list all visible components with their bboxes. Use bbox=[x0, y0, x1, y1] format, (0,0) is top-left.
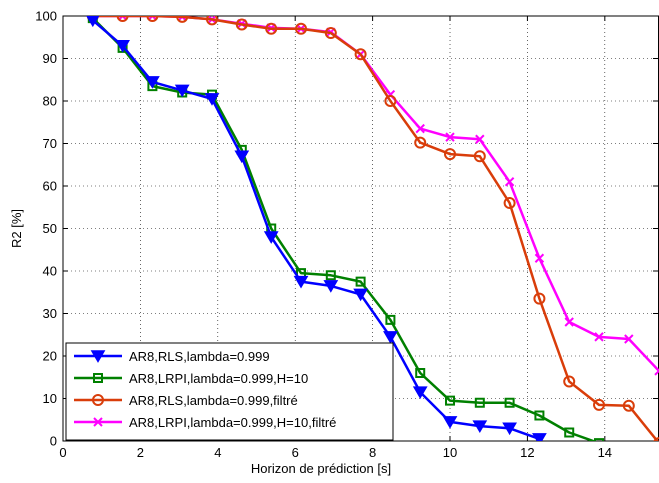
data-point bbox=[147, 16, 158, 21]
data-point bbox=[116, 16, 129, 22]
data-point bbox=[206, 16, 218, 26]
data-point bbox=[622, 399, 635, 412]
data-point bbox=[204, 93, 220, 106]
y-tick-label: 50 bbox=[43, 221, 57, 236]
legend-label: AR8,LRPI,lambda=0.999,H=10 bbox=[129, 371, 308, 386]
data-point bbox=[146, 16, 159, 22]
legend-marker bbox=[92, 394, 104, 406]
x-axis-label: Horizon de prédiction [s] bbox=[251, 461, 391, 476]
x-tick-label: 8 bbox=[369, 445, 376, 460]
data-point bbox=[563, 375, 576, 388]
data-point bbox=[412, 386, 428, 399]
data-point bbox=[355, 276, 366, 287]
data-point bbox=[624, 334, 634, 344]
x-tick-label: 6 bbox=[292, 445, 299, 460]
data-point bbox=[444, 148, 457, 161]
data-point bbox=[474, 397, 485, 408]
data-point bbox=[472, 420, 488, 433]
data-point bbox=[234, 150, 250, 164]
data-point bbox=[533, 292, 546, 305]
legend-marker bbox=[90, 350, 106, 363]
legend-item: AR8,RLS,lambda=0.999,filtré bbox=[74, 393, 298, 408]
data-point bbox=[354, 48, 367, 61]
x-tick-label: 12 bbox=[520, 445, 534, 460]
data-point bbox=[293, 275, 309, 289]
legend-item: AR8,LRPI,lambda=0.999,H=10,filtré bbox=[74, 415, 336, 430]
data-point bbox=[442, 416, 458, 429]
data-point bbox=[654, 366, 659, 376]
legend-item: AR8,RLS,lambda=0.999 bbox=[74, 349, 270, 364]
y-tick-label: 90 bbox=[43, 51, 57, 66]
data-point bbox=[594, 438, 605, 441]
data-point bbox=[263, 231, 279, 244]
data-point bbox=[475, 134, 485, 144]
data-point bbox=[117, 16, 128, 21]
y-tick-label: 100 bbox=[35, 9, 57, 24]
data-point bbox=[383, 331, 398, 344]
legend-label: AR8,LRPI,lambda=0.999,H=10,filtré bbox=[129, 415, 336, 430]
legend-box bbox=[65, 342, 394, 441]
legend-item: AR8,LRPI,lambda=0.999,H=10 bbox=[74, 371, 308, 386]
data-point bbox=[324, 27, 337, 39]
data-point bbox=[593, 398, 606, 411]
data-point bbox=[415, 123, 425, 134]
series-line bbox=[91, 19, 540, 441]
legend-marker bbox=[93, 373, 103, 383]
y-tick-label: 40 bbox=[43, 264, 57, 279]
data-point bbox=[473, 150, 486, 163]
data-point bbox=[384, 95, 397, 107]
legend-label: AR8,RLS,lambda=0.999 bbox=[129, 349, 270, 364]
legend-label: AR8,RLS,lambda=0.999,filtré bbox=[129, 393, 298, 408]
data-point bbox=[265, 22, 278, 35]
data-point bbox=[415, 368, 426, 378]
x-tick-label: 14 bbox=[598, 445, 612, 460]
x-tick-label: 4 bbox=[214, 445, 221, 460]
x-tick-label: 0 bbox=[59, 445, 66, 460]
data-point bbox=[145, 76, 160, 89]
data-point bbox=[176, 16, 189, 23]
data-point bbox=[414, 136, 427, 149]
y-tick-label: 30 bbox=[43, 306, 57, 321]
data-point bbox=[532, 433, 547, 441]
data-point bbox=[502, 422, 517, 436]
data-point bbox=[504, 397, 515, 408]
data-point bbox=[174, 84, 190, 98]
data-point bbox=[564, 427, 575, 438]
data-point bbox=[323, 280, 339, 293]
data-point bbox=[445, 132, 455, 142]
y-tick-label: 60 bbox=[43, 179, 57, 194]
y-tick-label: 20 bbox=[43, 349, 57, 364]
y-axis-label: R2 [%] bbox=[9, 209, 24, 248]
series-group bbox=[86, 16, 659, 441]
data-point bbox=[594, 332, 604, 342]
legend: AR8,RLS,lambda=0.999 AR8,LRPI,lambda=0.99… bbox=[65, 342, 394, 441]
data-point bbox=[353, 288, 368, 302]
legend-marker bbox=[93, 417, 103, 427]
data-point bbox=[115, 40, 130, 53]
y-tick-label: 80 bbox=[43, 94, 57, 109]
data-point bbox=[504, 177, 515, 187]
data-point bbox=[503, 197, 516, 209]
data-point bbox=[445, 395, 456, 406]
y-tick-label: 10 bbox=[43, 391, 57, 406]
series-1 bbox=[86, 16, 547, 441]
data-point bbox=[295, 22, 308, 35]
y-tick-label: 0 bbox=[50, 434, 57, 449]
data-point bbox=[385, 314, 396, 325]
data-point bbox=[534, 253, 545, 263]
y-tick-label: 70 bbox=[43, 136, 57, 151]
x-tick-label: 10 bbox=[443, 445, 457, 460]
data-point bbox=[564, 317, 574, 327]
x-tick-label: 2 bbox=[137, 445, 144, 460]
data-point bbox=[235, 18, 248, 31]
data-point bbox=[86, 16, 100, 28]
data-point bbox=[534, 410, 545, 421]
data-point bbox=[325, 270, 336, 281]
